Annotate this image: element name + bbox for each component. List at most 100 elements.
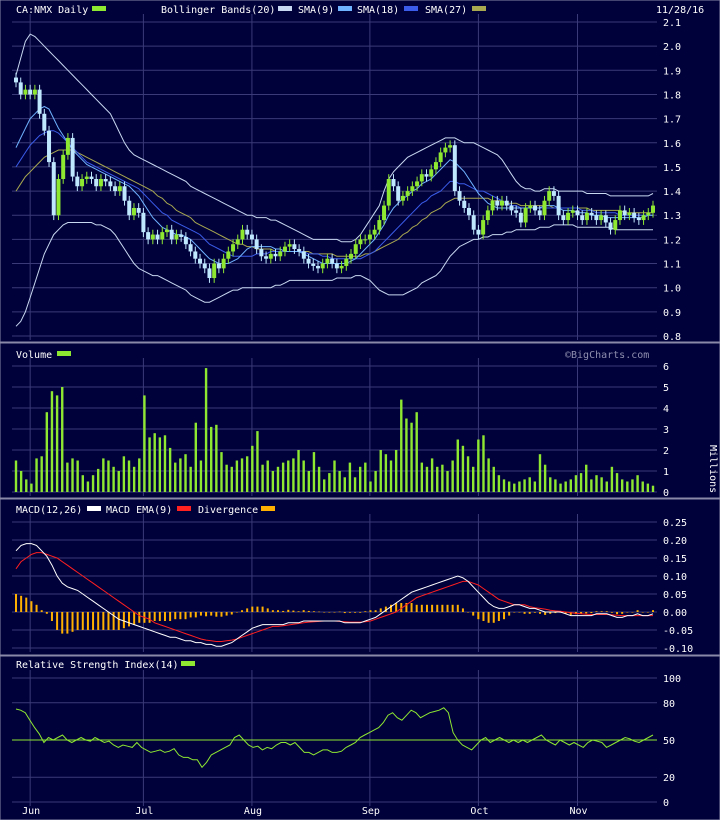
volume-bar: [384, 454, 388, 492]
macd-y-tick-label: 0.15: [663, 554, 687, 565]
candle-body: [75, 176, 80, 187]
candle-body: [358, 239, 363, 245]
divergence-bar: [328, 612, 331, 613]
macd-legend-swatch: [87, 506, 101, 511]
candle-body: [122, 186, 127, 201]
divergence-bar: [431, 604, 434, 612]
volume-bar: [348, 462, 352, 492]
volume-bar: [61, 387, 64, 492]
bollinger-upper-line: [15, 33, 654, 243]
macd-label: MACD(12,26): [16, 505, 82, 516]
candle-body: [466, 207, 471, 216]
candle-body: [108, 181, 113, 187]
divergence-bar: [102, 612, 105, 630]
candle-body: [198, 258, 203, 264]
candle-body: [98, 179, 103, 187]
candle-body: [500, 200, 505, 206]
volume-bar: [245, 456, 249, 492]
volume-bar: [569, 479, 573, 492]
volume-bar: [317, 466, 321, 492]
volume-bar: [456, 439, 459, 492]
volume-bar: [487, 458, 490, 492]
volume-bar: [610, 466, 614, 492]
volume-bar: [430, 458, 434, 492]
divergence-bar: [56, 612, 59, 630]
divergence-bar: [25, 597, 28, 612]
divergence-bar: [487, 612, 490, 623]
date-label: 11/28/16: [656, 5, 704, 16]
divergence-bar: [312, 611, 315, 612]
candle-body: [320, 263, 325, 269]
volume-bar: [204, 368, 208, 492]
volume-bar: [276, 466, 280, 492]
divergence-bar: [210, 612, 213, 616]
volume-bar: [549, 477, 552, 492]
divergence-bar: [410, 603, 413, 612]
volume-bar: [410, 422, 413, 492]
divergence-bar: [533, 612, 536, 613]
divergence-bar: [482, 612, 485, 621]
volume-bar: [605, 481, 608, 492]
macd-y-tick-label: 0.10: [663, 572, 687, 583]
divergence-bar: [472, 612, 475, 616]
volume-bar: [220, 452, 223, 492]
candle-body: [254, 239, 259, 250]
divergence-bar: [374, 610, 377, 612]
volume-bar: [225, 464, 228, 492]
candle-body: [131, 207, 136, 216]
volume-bar: [168, 447, 172, 492]
price-y-tick-label: 1.5: [663, 163, 681, 174]
divergence-bar: [292, 610, 295, 612]
candle-body: [353, 244, 358, 254]
candle-body: [113, 186, 118, 192]
volume-bar: [528, 477, 531, 492]
volume-bar: [158, 437, 162, 492]
candle-body: [216, 263, 221, 269]
divergence-bar: [174, 612, 177, 620]
volume-bar: [312, 452, 316, 492]
volume-bar: [14, 460, 18, 492]
candle-body: [193, 251, 198, 259]
candle-body: [566, 212, 571, 221]
candle-body: [481, 220, 486, 235]
candle-body: [556, 195, 561, 216]
candle-body: [301, 251, 306, 259]
x-tick-label: Sep: [362, 806, 380, 817]
sma9-legend-swatch: [338, 6, 352, 11]
macd-ema-label: MACD EMA(9): [106, 505, 172, 516]
volume-bar: [127, 460, 131, 492]
candle-body: [367, 234, 372, 240]
candle-body: [169, 229, 174, 240]
volume-bar: [420, 462, 424, 492]
volume-bar: [646, 483, 650, 492]
volume-bar: [153, 433, 156, 492]
rsi-legend-swatch: [181, 661, 195, 666]
volume-bar: [55, 395, 59, 492]
candle-body: [617, 210, 622, 221]
divergence-bar: [390, 604, 393, 612]
divergence-bar: [20, 595, 23, 612]
candle-body: [533, 205, 538, 211]
divergence-bar: [133, 612, 136, 625]
volume-bar: [353, 477, 357, 492]
price-y-tick-label: 1.0: [663, 284, 681, 295]
divergence-bar: [35, 604, 38, 612]
volume-bar: [492, 466, 495, 492]
candle-body: [547, 191, 552, 201]
sma18-label: SMA(18): [357, 5, 399, 16]
divergence-bar: [230, 612, 233, 615]
divergence-bar: [81, 612, 84, 630]
volume-bar: [559, 483, 562, 492]
candle-body: [226, 251, 231, 259]
candle-body: [70, 137, 75, 177]
bollinger-lower-line: [15, 222, 653, 327]
volume-bar: [631, 479, 634, 492]
divergence-bar: [112, 612, 115, 630]
candle-body: [570, 210, 575, 213]
volume-bar: [66, 462, 69, 492]
symbol-legend-swatch: [92, 6, 106, 11]
candle-body: [174, 234, 179, 240]
volume-bar: [235, 460, 239, 492]
volume-bar: [25, 479, 28, 492]
candle-body: [117, 186, 122, 192]
